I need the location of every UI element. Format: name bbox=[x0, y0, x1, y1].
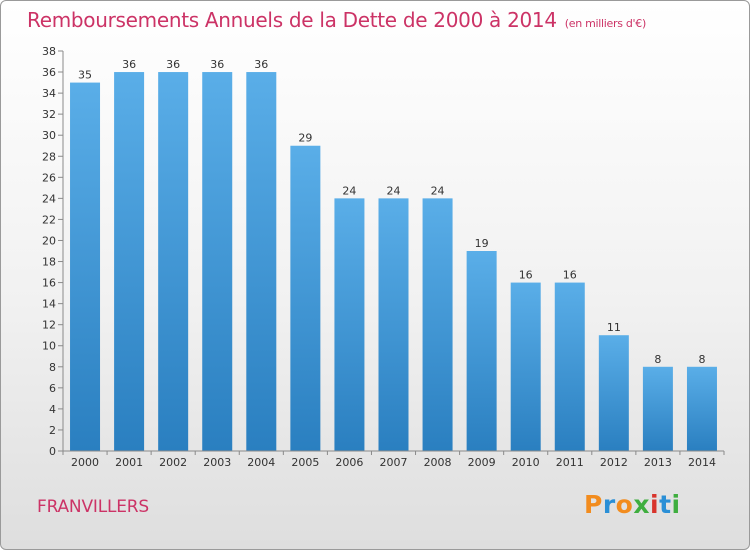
value-label-2010: 16 bbox=[519, 269, 533, 282]
value-label-2006: 24 bbox=[342, 184, 356, 197]
y-tick-label: 16 bbox=[42, 277, 56, 290]
x-tick-label-2004: 2004 bbox=[247, 456, 275, 469]
proxiti-logo[interactable]: Proxiti bbox=[584, 490, 681, 519]
value-label-2002: 36 bbox=[166, 58, 180, 71]
bar-2003[interactable] bbox=[202, 72, 233, 451]
y-tick-label: 34 bbox=[42, 87, 56, 100]
bar-2009[interactable] bbox=[466, 251, 497, 451]
value-label-2008: 24 bbox=[431, 184, 445, 197]
bar-2001[interactable] bbox=[114, 72, 145, 451]
value-label-2012: 11 bbox=[607, 321, 621, 334]
y-tick-label: 0 bbox=[49, 445, 56, 458]
x-tick-label-2008: 2008 bbox=[424, 456, 452, 469]
bar-2007[interactable] bbox=[378, 198, 409, 451]
value-label-2001: 36 bbox=[122, 58, 136, 71]
y-tick-label: 6 bbox=[49, 382, 56, 395]
bar-2008[interactable] bbox=[422, 198, 453, 451]
x-tick-label-2007: 2007 bbox=[380, 456, 408, 469]
x-tick-label-2009: 2009 bbox=[468, 456, 496, 469]
bar-2006[interactable] bbox=[334, 198, 365, 451]
logo-letter: t bbox=[659, 490, 672, 519]
y-tick-label: 4 bbox=[49, 403, 56, 416]
y-tick-label: 38 bbox=[42, 45, 56, 58]
bar-2010[interactable] bbox=[510, 282, 541, 451]
value-label-2000: 35 bbox=[78, 69, 92, 82]
y-tick-label: 26 bbox=[42, 171, 56, 184]
x-tick-label-2002: 2002 bbox=[159, 456, 187, 469]
x-tick-label-2013: 2013 bbox=[644, 456, 672, 469]
bars-group: 35 36 36 36 36 29 24 24 24 19 16 16 11 8 8 bbox=[70, 58, 717, 451]
chart-title: Remboursements Annuels de la Dette de 20… bbox=[27, 8, 646, 32]
x-tick-label-2005: 2005 bbox=[291, 456, 319, 469]
y-tick-label: 12 bbox=[42, 319, 56, 332]
logo-letter: i bbox=[671, 490, 681, 519]
y-tick-label: 2 bbox=[49, 424, 56, 437]
y-tick-label: 10 bbox=[42, 340, 56, 353]
bar-2011[interactable] bbox=[554, 282, 585, 451]
y-tick-label: 22 bbox=[42, 213, 56, 226]
x-tick-label-2011: 2011 bbox=[556, 456, 584, 469]
commune-name: FRANVILLERS bbox=[37, 497, 149, 517]
x-tick-label-2001: 2001 bbox=[115, 456, 143, 469]
x-tick-label-2000: 2000 bbox=[71, 456, 99, 469]
x-tick-label-2010: 2010 bbox=[512, 456, 540, 469]
chart-title-text: Remboursements Annuels de la Dette de 20… bbox=[27, 8, 557, 32]
bar-2013[interactable] bbox=[642, 366, 673, 451]
value-label-2003: 36 bbox=[210, 58, 224, 71]
value-label-2004: 36 bbox=[254, 58, 268, 71]
y-tick-label: 8 bbox=[49, 361, 56, 374]
x-axis: 2000 2001 2002 2003 2004 2005 2006 2007 2008 2009… bbox=[62, 450, 725, 469]
logo-letter: x bbox=[633, 490, 650, 519]
y-tick-label: 32 bbox=[42, 108, 56, 121]
value-label-2007: 24 bbox=[387, 184, 401, 197]
y-tick-label: 20 bbox=[42, 234, 56, 247]
y-tick-label: 24 bbox=[42, 192, 56, 205]
x-tick-label-2006: 2006 bbox=[335, 456, 363, 469]
y-tick-label: 30 bbox=[42, 129, 56, 142]
x-tick-label-2003: 2003 bbox=[203, 456, 231, 469]
logo-letter: P bbox=[584, 490, 603, 519]
y-tick-label: 18 bbox=[42, 256, 56, 269]
chart-subtitle: (en milliers d'€) bbox=[564, 17, 646, 30]
bar-2004[interactable] bbox=[246, 72, 277, 451]
y-tick-label: 28 bbox=[42, 150, 56, 163]
x-tick-label-2012: 2012 bbox=[600, 456, 628, 469]
value-label-2005: 29 bbox=[298, 132, 312, 145]
bar-2012[interactable] bbox=[598, 335, 629, 451]
value-label-2013: 8 bbox=[654, 353, 661, 366]
logo-letter: o bbox=[615, 490, 634, 519]
bar-2005[interactable] bbox=[290, 145, 321, 451]
bar-2002[interactable] bbox=[158, 72, 189, 451]
y-tick-label: 36 bbox=[42, 66, 56, 79]
value-label-2011: 16 bbox=[563, 269, 577, 282]
bar-2000[interactable] bbox=[70, 82, 101, 451]
logo-letter: r bbox=[602, 490, 616, 519]
x-tick-label-2014: 2014 bbox=[688, 456, 716, 469]
value-label-2009: 19 bbox=[475, 237, 489, 250]
y-tick-label: 14 bbox=[42, 298, 56, 311]
logo-letter: i bbox=[650, 490, 660, 519]
bar-2014[interactable] bbox=[686, 366, 717, 451]
value-label-2014: 8 bbox=[698, 353, 705, 366]
